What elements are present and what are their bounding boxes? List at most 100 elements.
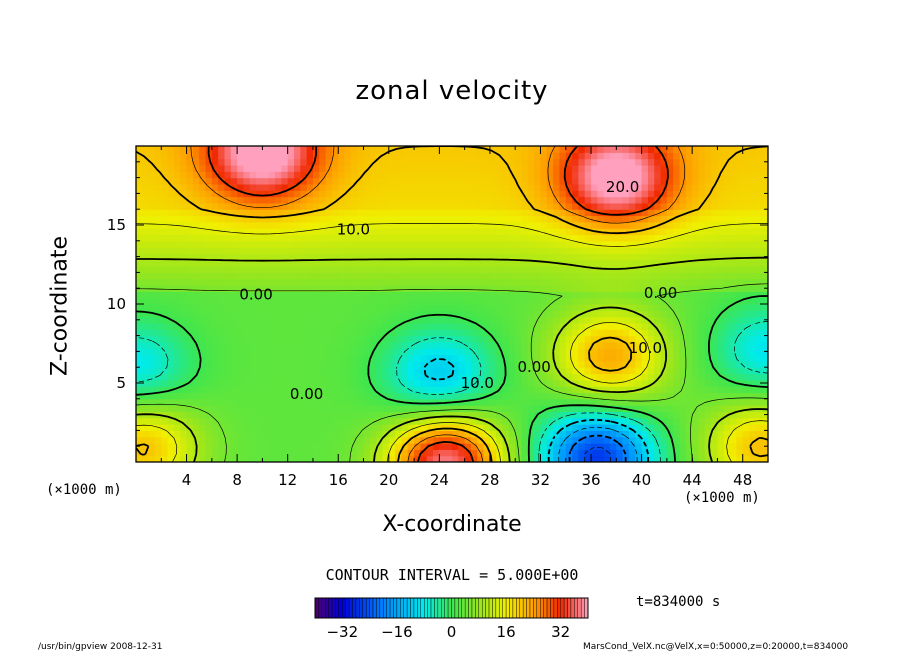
field-cell (553, 392, 561, 400)
field-cell (388, 443, 396, 450)
field-cell (502, 164, 510, 172)
field-cell (647, 367, 655, 375)
field-cell (287, 266, 295, 273)
field-cell (192, 360, 200, 368)
field-cell (610, 164, 617, 172)
field-cell (591, 183, 598, 191)
field-cell (761, 341, 768, 349)
field-cell (603, 449, 611, 457)
field-cell (414, 341, 421, 349)
field-cell (666, 411, 674, 419)
field-cell (395, 367, 403, 375)
field-cell (300, 278, 308, 286)
field-cell (673, 240, 681, 248)
field-cell (420, 316, 428, 324)
field-cell (565, 202, 573, 210)
field-cell (180, 322, 188, 330)
field-cell (230, 221, 238, 229)
field-cell (148, 304, 156, 311)
field-cell (439, 297, 447, 305)
field-cell (136, 373, 143, 381)
field-cell (420, 278, 428, 286)
field-cell (275, 316, 282, 324)
field-cell (534, 304, 542, 311)
field-cell (464, 417, 472, 425)
field-cell (736, 430, 744, 438)
field-cell (654, 411, 662, 419)
field-cell (622, 449, 630, 457)
field-cell (534, 354, 542, 362)
field-cell (565, 335, 573, 343)
field-cell (597, 411, 605, 419)
field-cell (161, 322, 169, 330)
field-cell (344, 348, 352, 356)
field-cell (407, 202, 415, 210)
field-cell (565, 234, 573, 242)
field-cell (369, 335, 377, 343)
field-cell (186, 379, 194, 387)
field-cell (597, 297, 605, 305)
field-cell (749, 146, 756, 153)
field-cell (439, 322, 447, 330)
field-cell (376, 228, 384, 236)
field-cell (439, 253, 447, 261)
field-cell (211, 202, 219, 210)
field-cell (281, 411, 289, 419)
field-cell (597, 291, 605, 299)
field-cell (730, 278, 737, 286)
field-cell (584, 234, 592, 242)
field-cell (376, 443, 384, 450)
field-cell (717, 297, 725, 305)
field-cell (294, 424, 301, 431)
field-cell (420, 158, 428, 166)
field-cell (736, 367, 744, 375)
field-cell (470, 335, 478, 343)
field-cell (591, 392, 598, 400)
field-cell (338, 348, 346, 356)
field-cell (628, 335, 636, 343)
field-cell (407, 158, 415, 166)
field-cell (641, 304, 649, 311)
field-cell (641, 329, 649, 337)
field-cell (464, 341, 472, 349)
field-cell (685, 335, 693, 343)
field-cell (736, 177, 744, 185)
field-cell (742, 240, 750, 248)
field-cell (553, 379, 561, 387)
field-cell (319, 304, 327, 311)
field-cell (502, 228, 510, 236)
field-cell (281, 379, 289, 387)
field-cell (572, 259, 579, 267)
field-cell (641, 196, 649, 204)
field-cell (458, 322, 466, 330)
field-cell (704, 386, 712, 394)
field-cell (268, 183, 276, 191)
field-cell (742, 379, 750, 387)
field-cell (711, 215, 719, 223)
field-cell (572, 455, 579, 462)
field-cell (477, 266, 485, 273)
field-cell (527, 291, 535, 299)
field-cell (508, 234, 516, 242)
field-cell (628, 146, 636, 153)
field-cell (711, 322, 719, 330)
field-cell (388, 228, 396, 236)
field-cell (534, 253, 542, 261)
field-cell (275, 424, 282, 431)
field-cell (249, 253, 257, 261)
field-cell (275, 177, 282, 185)
field-cell (635, 392, 643, 400)
field-cell (597, 259, 605, 267)
field-cell (218, 177, 226, 185)
field-cell (369, 411, 377, 419)
field-cell (616, 164, 624, 172)
field-cell (736, 221, 744, 229)
field-cell (300, 247, 308, 255)
field-cell (698, 316, 706, 324)
field-cell (685, 430, 693, 438)
field-cell (452, 272, 459, 280)
field-cell (521, 373, 529, 381)
field-cell (565, 259, 573, 267)
field-cell (540, 152, 548, 160)
field-cell (496, 436, 504, 444)
